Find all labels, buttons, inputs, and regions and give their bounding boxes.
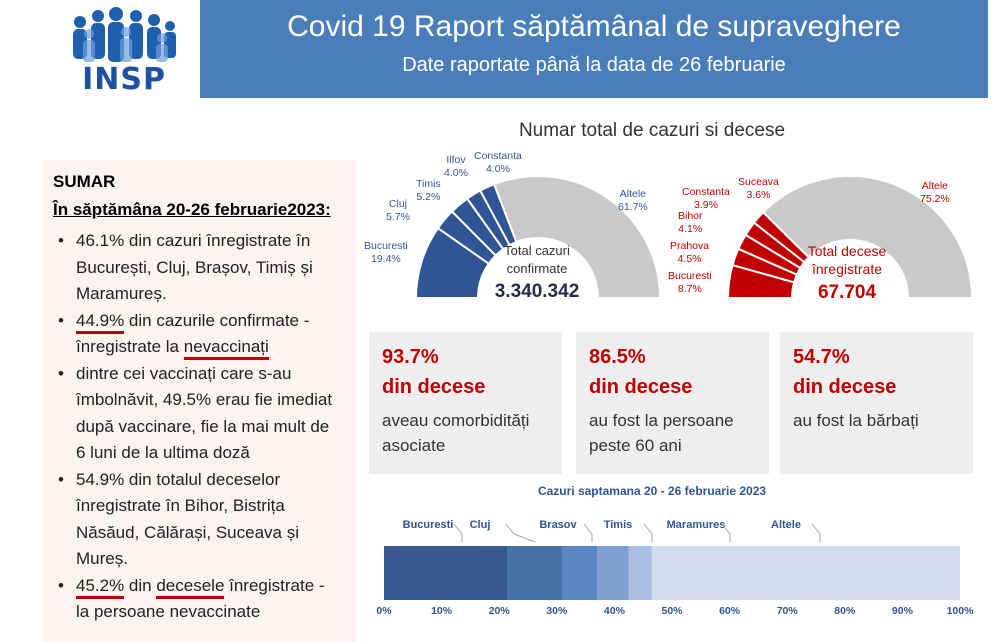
gauge-label-prahova: Prahova 4.5% (670, 240, 710, 265)
gauge-label-altele: Altele 75.2% (920, 180, 950, 205)
summary-item: 45.2% din decesele înregistrate - la per… (58, 573, 356, 626)
bar-segment-altele (651, 546, 960, 600)
gauge-label-ilfov: Ilfov 4.0% (444, 154, 468, 179)
bar-segment-timis (597, 546, 629, 600)
gauge-slice-altele (761, 175, 974, 299)
insp-logo: INSP (60, 4, 188, 98)
x-tick-label: 90% (892, 605, 914, 617)
x-tick-label: 40% (604, 605, 626, 617)
bar-segment-brasov (562, 546, 598, 600)
bar-leader-line (453, 523, 463, 542)
summary-item: 54.9% din totalul deceselor înregistrate… (58, 467, 356, 573)
page-title: Covid 19 Raport săptămânal de supraveghe… (287, 10, 901, 43)
summary-panel: SUMAR În săptămâna 20-26 februarie2023: … (42, 160, 356, 642)
bar-segment-bucuresti (384, 546, 508, 600)
bar-label-maramures: Maramures (667, 519, 726, 531)
gauge-label-constanta: Constanta 3.9% (682, 186, 730, 211)
gauge-label-cluj: Cluj 5.7% (386, 198, 410, 223)
summary-list: 46.1% din cazuri înregistrate în Bucureș… (42, 228, 356, 626)
weekly-cases-chart: Bucuresti Cluj Brasov Timis Maramures Altele 0… (360, 504, 980, 622)
x-tick-label: 80% (834, 605, 856, 617)
bar-chart-title: Cazuri saptamana 20 - 26 februarie 2023 (537, 484, 767, 498)
bar-label-bucuresti: Bucuresti (403, 519, 454, 531)
weekly-cases-bar: Bucuresti Cluj Brasov Timis Maramures Altele 0… (376, 519, 975, 617)
x-tick-label: 20% (489, 605, 511, 617)
cases-gauge-svg (414, 175, 662, 299)
summary-item: dintre cei vaccinați care s-au îmbolnăvi… (58, 361, 356, 467)
gauge-label-timis: Timis 5.2% (416, 178, 441, 203)
summary-subtitle: În săptămâna 20-26 februarie2023: (53, 200, 331, 219)
bar-leader-line (643, 523, 653, 542)
cases-center-label: Total cazuri confirmate (504, 243, 570, 276)
x-tick-label: 0% (376, 605, 392, 617)
section-title: Numar total de cazuri si decese (518, 120, 786, 141)
x-tick-label: 30% (546, 605, 568, 617)
x-tick-label: 100% (947, 605, 975, 617)
bar-label-cluj: Cluj (470, 519, 491, 531)
gauge-label-altele: Altele 61.7% (618, 188, 648, 213)
bar-segment-maramures (628, 546, 652, 600)
stat-card-comorbidities: 93.7% din decese aveau comorbidități aso… (369, 332, 562, 474)
logo-text: INSP (82, 62, 166, 97)
gauge-slice-altele (492, 175, 662, 299)
deaths-total-value: 67.704 (817, 282, 877, 303)
bar-leader-line (721, 523, 731, 542)
x-tick-label: 10% (431, 605, 453, 617)
cases-total-value: 3.340.342 (494, 281, 580, 302)
gauge-label-constanta: Constanta 4.0% (474, 150, 522, 175)
summary-item: 44.9% din cazurile confirmate - înregist… (58, 308, 356, 361)
bar-leader-line (505, 523, 536, 543)
bar-leader-line (583, 523, 593, 542)
summary-title: SUMAR (53, 172, 116, 191)
deaths-center-label: Total decese înregistrate (807, 243, 887, 277)
gauge-label-suceava: Suceava 3.6% (738, 176, 779, 201)
deaths-gauge: Bucuresti 8.7% Prahova 4.5% Bihor 4.1% Cons… (668, 148, 974, 308)
x-tick-label: 60% (719, 605, 741, 617)
page-subtitle: Date raportate până la data de 26 februa… (402, 54, 786, 76)
bar-label-altele: Altele (771, 519, 801, 531)
header-banner: Covid 19 Raport săptămânal de supraveghe… (200, 0, 988, 98)
bar-label-brasov: Brasov (539, 519, 577, 531)
stat-card-men: 54.7% din decese au fost la bărbați (780, 332, 973, 474)
x-tick-label: 70% (777, 605, 799, 617)
cases-gauge: Bucuresti 19.4% Cluj 5.7% Timis 5.2% Ilfov 4… (360, 148, 662, 308)
gauge-label-bucuresti: Bucuresti 19.4% (364, 240, 408, 265)
x-tick-label: 50% (661, 605, 683, 617)
bar-label-timis: Timis (604, 519, 633, 531)
stat-card-over-60: 86.5% din decese au fost la persoane pes… (576, 332, 769, 474)
gauge-label-bucuresti: Bucuresti 8.7% (668, 270, 712, 295)
bar-segment-cluj (507, 546, 563, 600)
bar-leader-line (811, 523, 821, 542)
gauge-label-bihor: Bihor 4.1% (678, 210, 703, 235)
deaths-gauge-svg (726, 175, 974, 299)
summary-item: 46.1% din cazuri înregistrate în Bucureș… (58, 228, 356, 308)
logo-people-icon (73, 7, 176, 62)
